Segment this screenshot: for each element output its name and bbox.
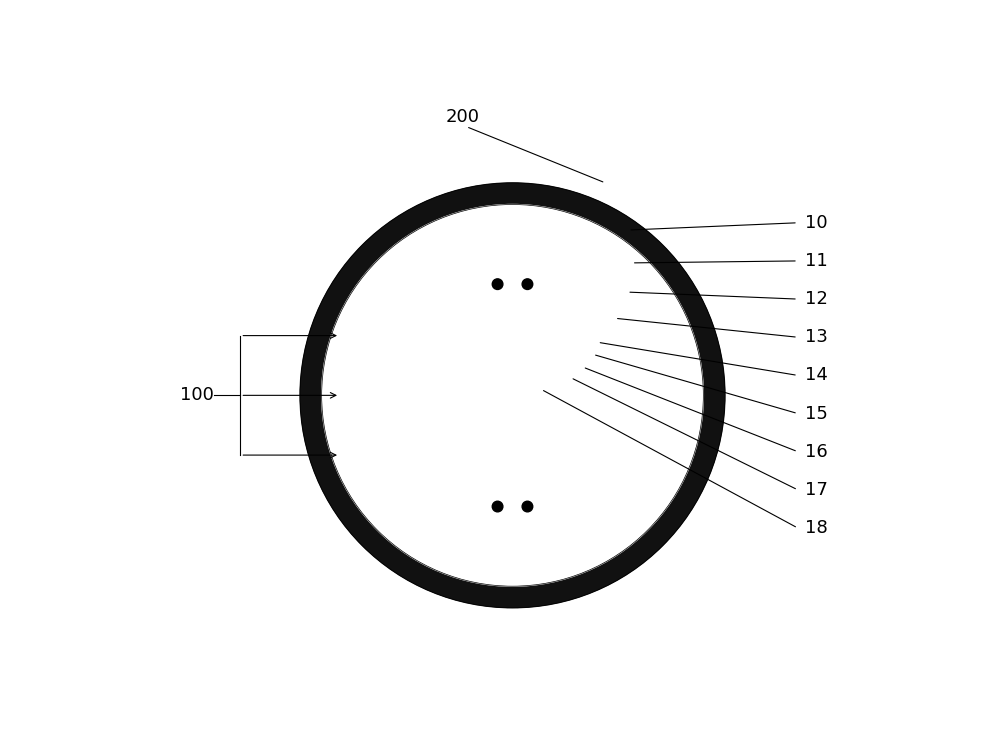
Circle shape	[492, 501, 503, 512]
Text: 13: 13	[805, 328, 827, 346]
Circle shape	[399, 282, 626, 508]
Circle shape	[522, 501, 533, 512]
Circle shape	[420, 303, 605, 488]
Text: 100: 100	[180, 386, 214, 404]
Text: 14: 14	[805, 367, 827, 385]
Circle shape	[454, 338, 571, 454]
Circle shape	[370, 253, 655, 538]
Circle shape	[405, 287, 620, 503]
Circle shape	[300, 183, 725, 608]
Text: 12: 12	[805, 290, 827, 308]
Circle shape	[425, 308, 600, 483]
Text: 17: 17	[805, 481, 827, 499]
Circle shape	[454, 338, 571, 454]
Text: 18: 18	[805, 519, 827, 537]
Text: 10: 10	[805, 214, 827, 232]
Circle shape	[492, 279, 503, 290]
Circle shape	[347, 230, 678, 561]
Text: 16: 16	[805, 442, 827, 460]
Circle shape	[449, 332, 576, 458]
Circle shape	[420, 303, 605, 488]
Circle shape	[449, 332, 576, 458]
Text: 200: 200	[446, 107, 480, 125]
Text: 11: 11	[805, 252, 827, 270]
Circle shape	[322, 205, 703, 586]
Circle shape	[399, 282, 626, 508]
Circle shape	[347, 230, 678, 561]
Circle shape	[522, 279, 533, 290]
Text: 15: 15	[805, 404, 827, 422]
